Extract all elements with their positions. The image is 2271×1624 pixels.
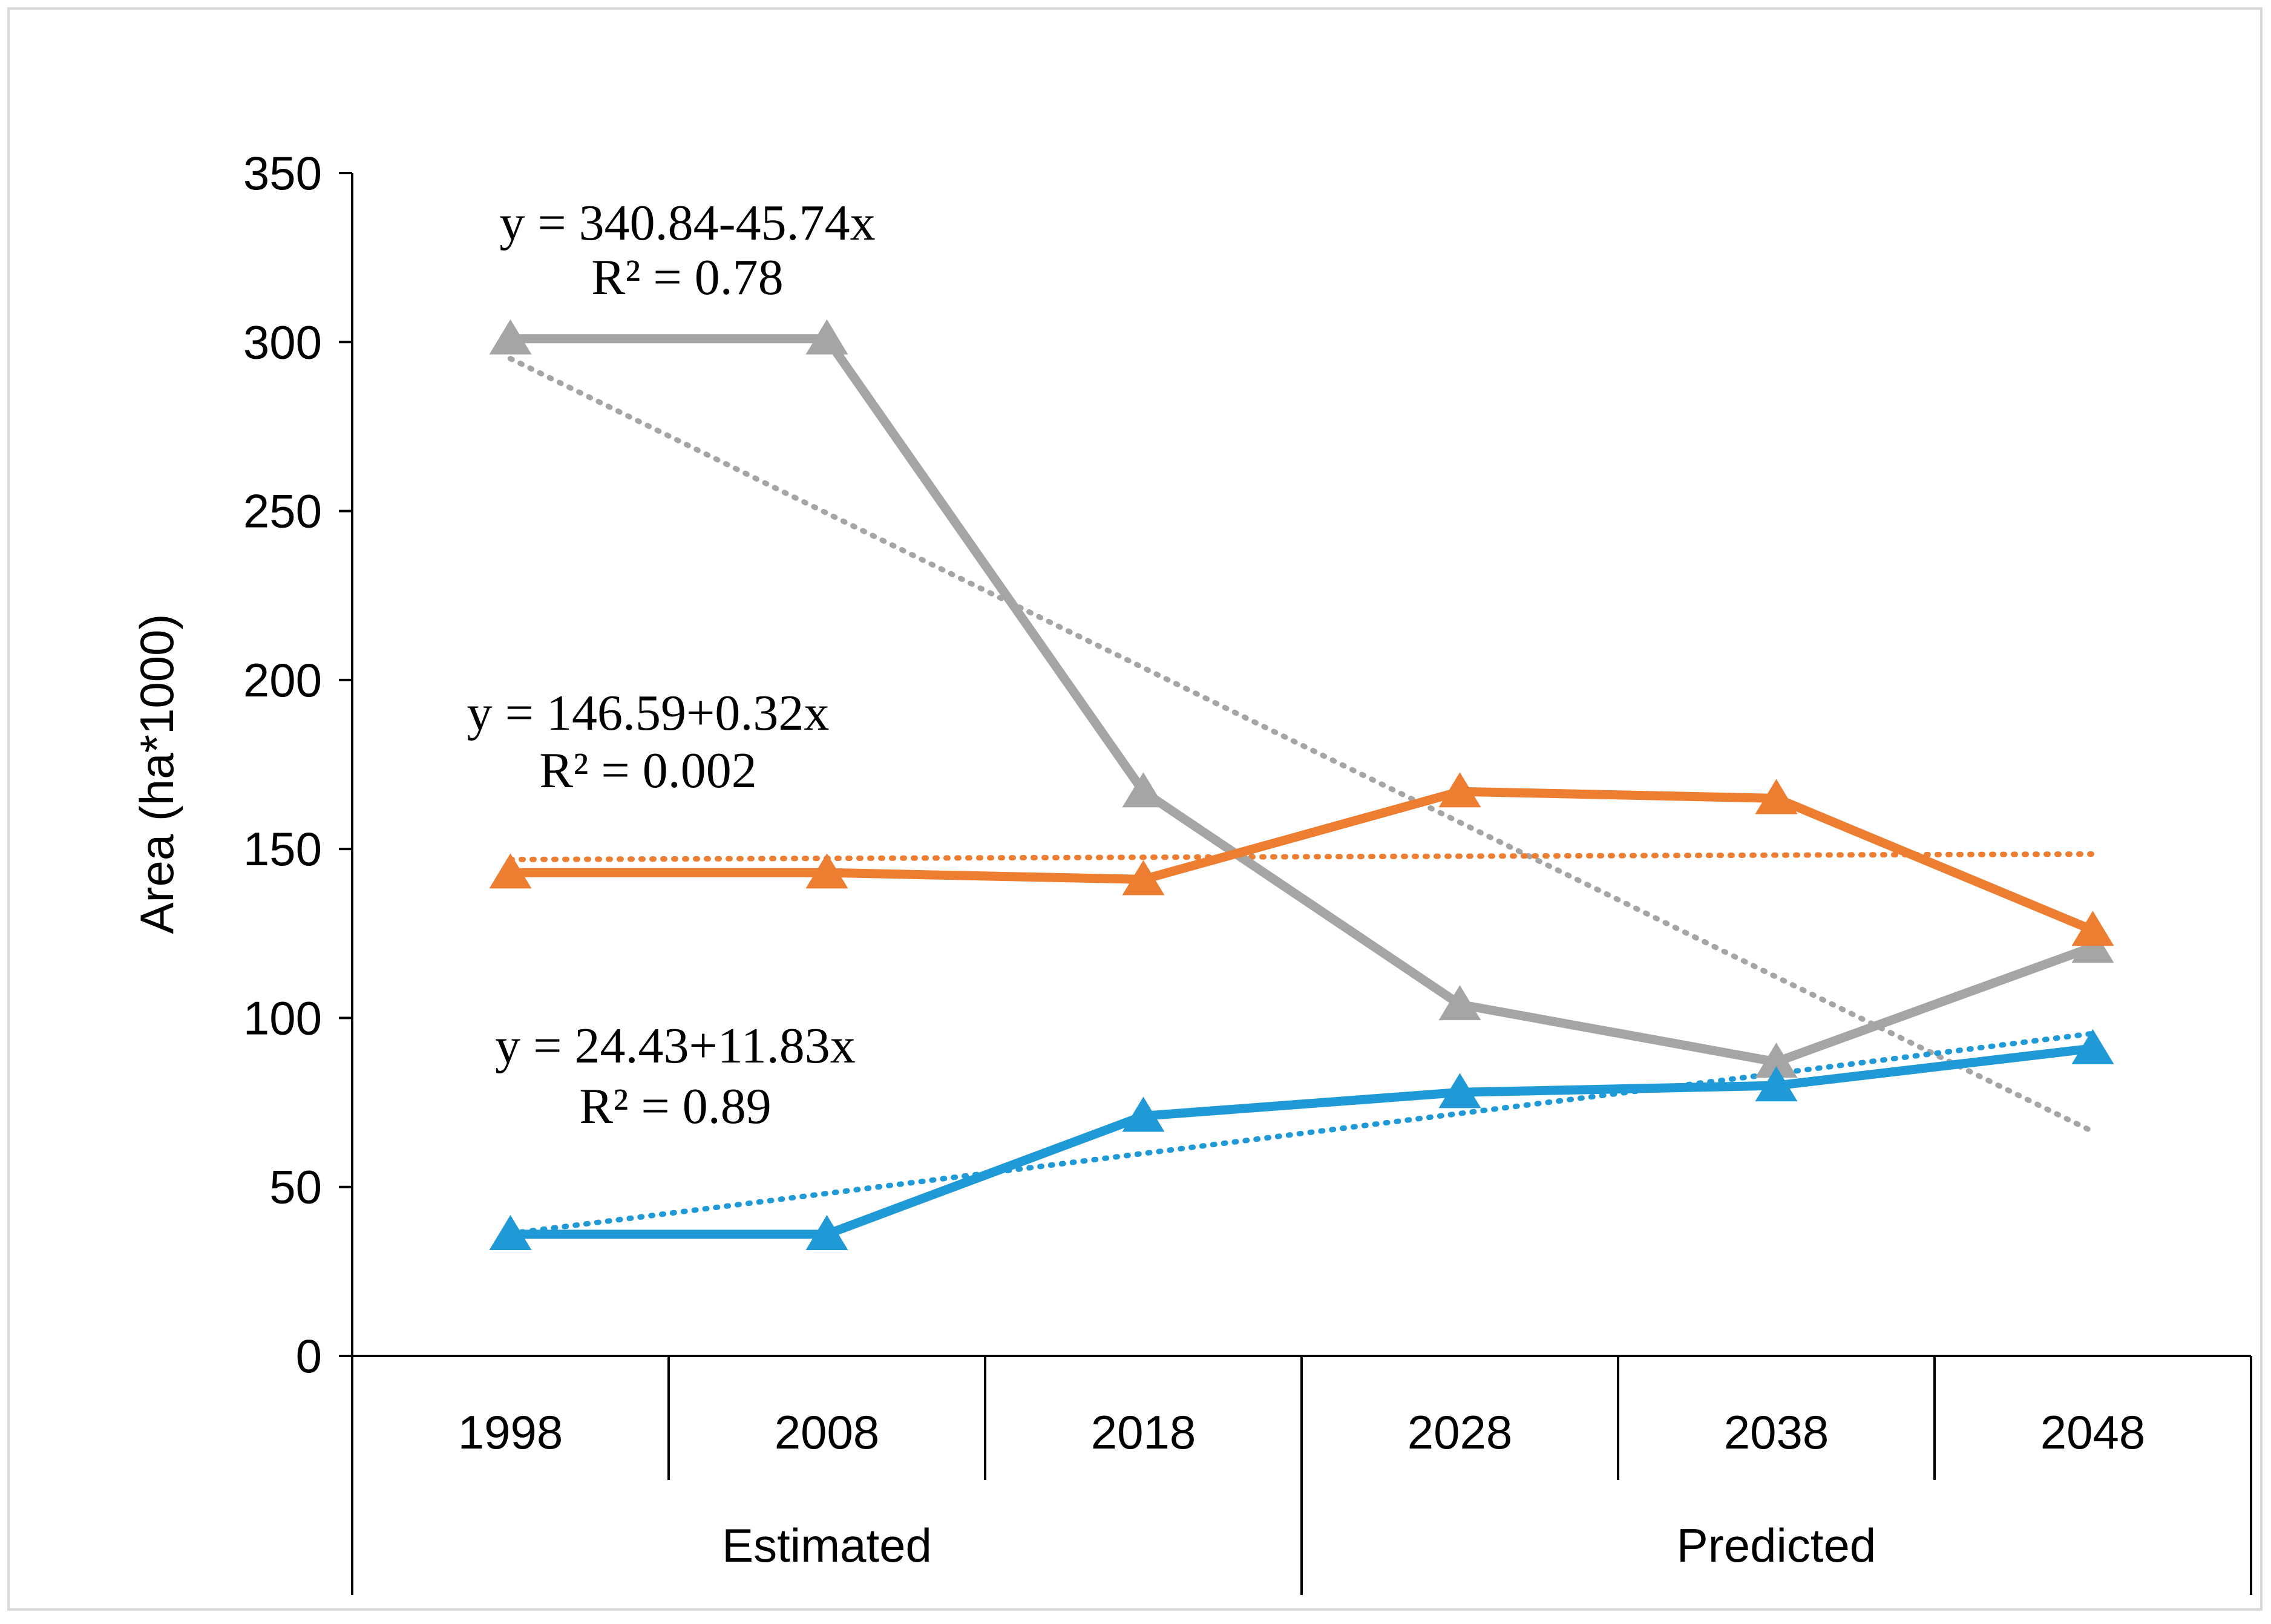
blue-marker-2028 [1438, 1073, 1481, 1108]
x-tick-label-2018: 2018 [1091, 1406, 1196, 1459]
chart-frame: 0 50 100 150 200 250 300 350 1998 2008 2018 2028 203… [7, 7, 2263, 1611]
blue-trend-r2: R² = 0.89 [579, 1078, 772, 1135]
x-tick-label-2048: 2048 [2040, 1406, 2146, 1459]
y-tick-label-250: 250 [243, 485, 322, 538]
blue-marker-2048 [2071, 1029, 2114, 1064]
blue-marker-1998 [489, 1215, 532, 1251]
series [489, 319, 2114, 1251]
blue-marker-2008 [805, 1215, 848, 1251]
axes: 0 50 100 150 200 250 300 350 1998 2008 2018 2028 203… [243, 146, 2252, 1595]
group-label-predicted: Predicted [1677, 1519, 1876, 1572]
y-tick-label-200: 200 [243, 653, 322, 707]
orange-marker-2018 [1122, 860, 1165, 895]
x-tick-label-2038: 2038 [1724, 1406, 1829, 1459]
orange-trend-r2: R² = 0.002 [539, 742, 757, 799]
gray-marker-2038 [1755, 1043, 1798, 1078]
blue-series-line [510, 1044, 2094, 1239]
y-tick-label-50: 50 [269, 1161, 322, 1214]
y-tick-label-150: 150 [243, 822, 322, 876]
x-tick-label-2008: 2008 [775, 1406, 880, 1459]
gray-trend-r2: R² = 0.78 [591, 249, 784, 306]
gray-marker-1998 [489, 319, 532, 355]
trendlines [508, 356, 2096, 1236]
orange-trend-equation: y = 146.59+0.32x [467, 685, 830, 741]
orange-marker-2028 [1438, 772, 1481, 808]
gray-series-line [510, 334, 2095, 1067]
group-label-estimated: Estimated [722, 1519, 932, 1572]
x-tick-label-1998: 1998 [458, 1406, 563, 1459]
orange-trendline [508, 851, 2096, 862]
orange-marker-2008 [805, 853, 848, 889]
line-chart: 0 50 100 150 200 250 300 350 1998 2008 2018 2028 203… [130, 146, 2252, 1595]
equation-labels: y = 340.84-45.74x R² = 0.78 y = 146.59+0… [467, 195, 876, 1135]
gray-trendline [508, 356, 2096, 1135]
gray-marker-2028 [1438, 985, 1481, 1021]
orange-series-line [510, 787, 2095, 935]
y-tick-label-100: 100 [243, 991, 322, 1044]
orange-marker-2038 [1755, 779, 1798, 814]
blue-marker-2038 [1755, 1066, 1798, 1102]
blue-trend-equation: y = 24.43+11.83x [495, 1018, 856, 1074]
blue-marker-2018 [1122, 1096, 1165, 1132]
blue-trendline [508, 1030, 2096, 1236]
y-tick-label-350: 350 [243, 146, 322, 200]
gray-trend-equation: y = 340.84-45.74x [499, 195, 875, 251]
gray-marker-2008 [805, 319, 848, 355]
y-tick-label-0: 0 [296, 1329, 322, 1383]
x-tick-label-2028: 2028 [1407, 1406, 1513, 1459]
y-axis-title: Area (ha*1000) [130, 614, 183, 934]
orange-marker-2048 [2071, 911, 2114, 946]
orange-marker-1998 [489, 853, 532, 889]
y-tick-label-300: 300 [243, 315, 322, 368]
gray-marker-2018 [1122, 772, 1165, 808]
